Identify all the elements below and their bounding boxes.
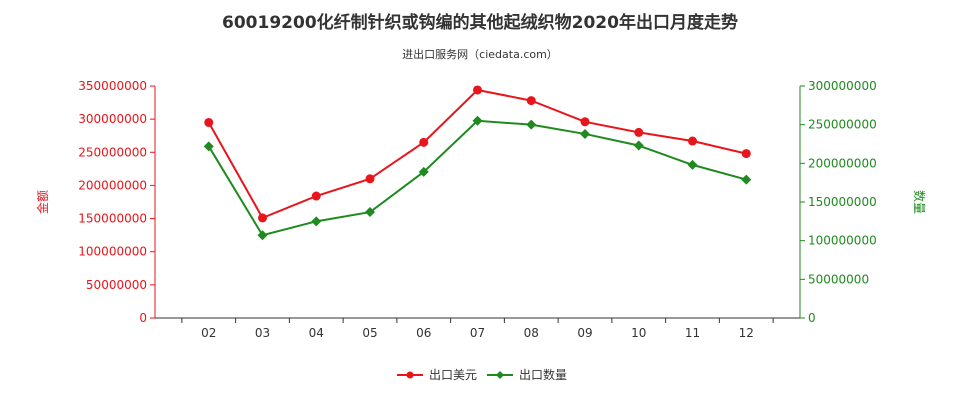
y-left-tick-label: 0 — [139, 311, 147, 325]
data-point — [687, 159, 698, 170]
legend-label: 出口美元 — [429, 368, 477, 382]
x-tick-label: 09 — [577, 326, 592, 340]
data-point — [741, 149, 751, 159]
x-tick-label: 03 — [255, 326, 270, 340]
data-point — [257, 230, 268, 241]
x-tick-label: 07 — [470, 326, 485, 340]
data-point — [741, 174, 752, 185]
x-tick-label: 04 — [309, 326, 324, 340]
data-point — [204, 117, 214, 127]
data-point — [688, 136, 697, 146]
y-right-tick-label: 200000000 — [808, 156, 877, 170]
legend: 出口美元 出口数量 — [397, 367, 567, 382]
x-tick-label: 10 — [631, 326, 646, 340]
legend-label: 出口数量 — [519, 367, 567, 382]
data-point — [258, 213, 267, 223]
y-left-tick-label: 150000000 — [78, 212, 147, 226]
x-tick-label: 02 — [201, 326, 216, 340]
x-tick-label: 11 — [685, 326, 700, 340]
data-point — [472, 115, 483, 126]
y-axis-right-title: 数量 — [912, 190, 927, 214]
series-group — [203, 85, 752, 241]
axes-group: 0 50000000 100000000 150000000 200000000 2500… — [35, 79, 927, 340]
data-point — [580, 117, 590, 127]
x-tick-label: 08 — [524, 326, 539, 340]
y-left-tick-label: 250000000 — [78, 145, 147, 159]
y-left-tick-label: 100000000 — [78, 245, 147, 259]
data-point — [311, 216, 322, 227]
y-right-tick-label: 150000000 — [808, 195, 877, 209]
y-right-tick-label: 250000000 — [808, 118, 877, 132]
series-line — [207, 119, 747, 237]
legend-swatch-marker — [406, 371, 414, 379]
data-point — [633, 140, 644, 151]
y-left-tick-label: 350000000 — [78, 79, 147, 93]
chart-subtitle: 进出口服务网（ciedata.com） — [402, 47, 558, 61]
data-point — [365, 207, 375, 218]
data-point — [418, 166, 429, 177]
data-point — [311, 191, 321, 201]
y-left-tick-label: 50000000 — [86, 278, 147, 292]
data-point — [473, 85, 482, 95]
data-point — [419, 137, 429, 147]
y-right-tick-label: 50000000 — [808, 272, 869, 286]
series-line — [207, 88, 747, 220]
data-point — [580, 128, 590, 139]
x-tick-label: 12 — [739, 326, 754, 340]
y-right-tick-label: 0 — [808, 311, 816, 325]
data-point — [526, 96, 536, 106]
data-point — [634, 127, 644, 137]
y-right-tick-label: 100000000 — [808, 234, 877, 248]
x-tick-label: 06 — [416, 326, 431, 340]
y-left-tick-label: 200000000 — [78, 178, 147, 192]
legend-swatch-marker — [496, 371, 504, 379]
chart-title: 60019200化纤制针织或钩编的其他起绒织物2020年出口月度走势 — [222, 12, 738, 33]
data-point — [203, 141, 214, 152]
y-left-tick-label: 300000000 — [78, 112, 147, 126]
y-axis-left-title: 金额 — [35, 190, 50, 214]
x-tick-label: 05 — [362, 326, 377, 340]
y-right-tick-label: 300000000 — [808, 79, 877, 93]
data-point — [526, 119, 537, 130]
data-point — [365, 174, 375, 184]
